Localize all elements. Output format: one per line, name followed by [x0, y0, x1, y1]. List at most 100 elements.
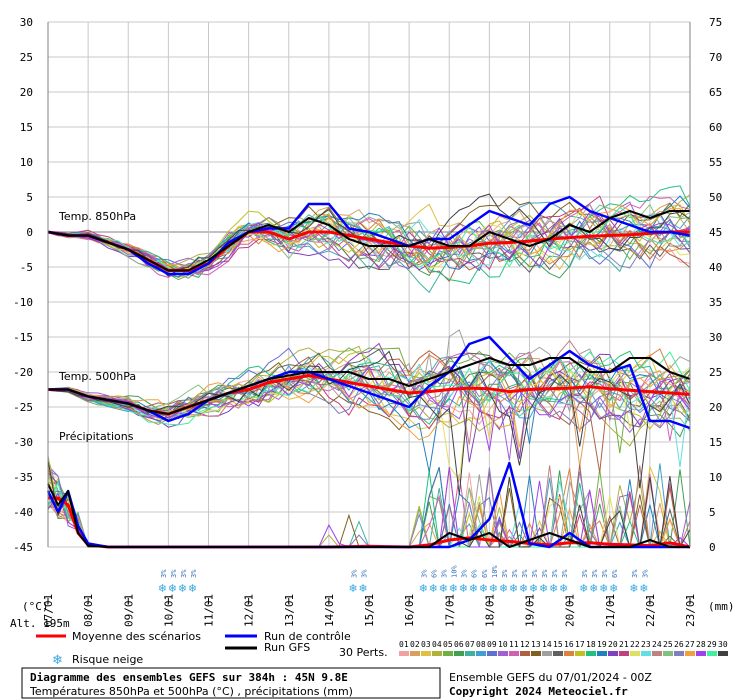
left-tick-label: -30	[13, 436, 33, 449]
snow-risk-pct: 3%	[581, 569, 589, 578]
right-tick-label: 70	[709, 51, 722, 64]
snow-risk-pct: 3%	[421, 569, 429, 578]
right-tick-label: 20	[709, 401, 722, 414]
pert-legend-swatch	[663, 651, 673, 656]
snow-risk-row: 3%❄3%❄3%❄3%❄3%❄3%❄3%❄6%❄3%❄10%❄3%❄6%❄6%❄…	[158, 565, 650, 595]
series-t850	[47, 210, 690, 272]
legend-mean-label: Moyenne des scénarios	[72, 630, 201, 643]
pert-legend-swatch	[520, 651, 530, 656]
pert-legend-number: 22	[630, 640, 640, 649]
pert-legend-number: 18	[586, 640, 596, 649]
left-tick-label: 25	[20, 51, 33, 64]
pert-legend-number: 25	[663, 640, 673, 649]
left-tick-label: -25	[13, 401, 33, 414]
title-box: Diagramme des ensembles GEFS sur 384h : …	[21, 667, 441, 699]
right-tick-label: 15	[709, 436, 722, 449]
pert-legend-swatch	[696, 651, 706, 656]
snow-risk-icon: ❄	[609, 582, 618, 595]
pert-legend-number: 07	[465, 640, 475, 649]
pert-legend-swatch	[553, 651, 563, 656]
snow-risk-icon: ❄	[519, 582, 528, 595]
section-label-precip: Précipitations	[59, 430, 134, 443]
snow-risk-pct: 3%	[551, 569, 559, 578]
legend-perts-label: 30 Perts.	[339, 646, 388, 659]
x-tick-label: 20/01	[564, 594, 577, 627]
perturbation-line	[47, 374, 691, 441]
legend-snow-label: Risque neige	[72, 653, 143, 666]
snow-risk-icon: ❄	[188, 582, 197, 595]
left-tick-label: -15	[13, 331, 33, 344]
pert-legend-swatch	[685, 651, 695, 656]
pert-legend-number: 08	[476, 640, 486, 649]
snow-risk-pct: 3%	[531, 569, 539, 578]
snow-risk-icon: ❄	[509, 582, 518, 595]
series-precip	[47, 483, 690, 548]
pert-legend-swatch	[718, 651, 728, 656]
pert-legend-number: 15	[553, 640, 563, 649]
pert-legend-swatch	[454, 651, 464, 656]
right-tick-label: 0	[709, 541, 716, 554]
left-tick-label: -5	[20, 261, 33, 274]
pert-legend-number: 05	[443, 640, 453, 649]
pert-legend-number: 17	[575, 640, 585, 649]
pert-legend-number: 11	[509, 640, 519, 649]
left-tick-label: 0	[26, 226, 33, 239]
pert-legend-number: 13	[531, 640, 541, 649]
pert-legend-number: 14	[542, 640, 552, 649]
snow-risk-icon: ❄	[158, 582, 167, 595]
pert-legend-swatch	[630, 651, 640, 656]
right-tick-label: 5	[709, 506, 716, 519]
snow-risk-pct: 6%	[431, 569, 439, 578]
main-series	[46, 195, 691, 549]
pert-legend-swatch	[399, 651, 409, 656]
pert-legend-number: 27	[685, 640, 695, 649]
pert-legend-swatch	[564, 651, 574, 656]
pert-legend-swatch	[487, 651, 497, 656]
snow-risk-icon: ❄	[178, 582, 187, 595]
perturbation-line	[47, 221, 691, 272]
pert-legend-swatch	[619, 651, 629, 656]
pert-legend-number: 04	[432, 640, 442, 649]
series-t500	[48, 335, 691, 430]
pert-legend-swatch	[421, 651, 431, 656]
snow-risk-pct: 3%	[561, 569, 569, 578]
x-tick-label: 12/01	[243, 594, 256, 627]
snow-risk-icon: ❄	[429, 582, 438, 595]
pert-legend-swatch	[575, 651, 585, 656]
pert-legend-swatch	[586, 651, 596, 656]
pert-legend-number: 06	[454, 640, 464, 649]
perturbation-line	[47, 348, 691, 425]
run-label: Ensemble GEFS du 07/01/2024 - 00Z	[449, 671, 652, 684]
pert-legend-number: 29	[707, 640, 717, 649]
pert-legend-swatch	[410, 651, 420, 656]
snow-risk-pct: 3%	[160, 569, 168, 578]
pert-legend-number: 01	[399, 640, 409, 649]
pert-legend-number: 26	[674, 640, 684, 649]
x-tick-label: 10/01	[162, 594, 175, 627]
copyright: Copyright 2024 Meteociel.fr	[449, 685, 628, 698]
legend-gfs-label: Run GFS	[264, 641, 310, 654]
left-tick-label: -10	[13, 296, 33, 309]
left-tick-label: 30	[20, 16, 33, 29]
pert-legend-number: 23	[641, 640, 651, 649]
snow-risk-pct: 3%	[541, 569, 549, 578]
pert-legend-swatch	[608, 651, 618, 656]
snow-risk-pct: 10%	[451, 565, 459, 578]
x-tick-label: 14/01	[323, 594, 336, 627]
pert-legend-swatch	[597, 651, 607, 656]
snow-risk-pct: 6%	[471, 569, 479, 578]
right-tick-label: 40	[709, 261, 722, 274]
right-tick-label: 75	[709, 16, 722, 29]
pert-legend-number: 02	[410, 640, 420, 649]
snow-risk-icon: ❄	[579, 582, 588, 595]
snow-risk-icon: ❄	[459, 582, 468, 595]
snowflake-icon: ❄	[52, 653, 63, 668]
pert-legend-swatch	[465, 651, 475, 656]
snow-risk-pct: 3%	[190, 569, 198, 578]
grid	[47, 21, 691, 548]
snow-risk-icon: ❄	[499, 582, 508, 595]
snow-risk-icon: ❄	[629, 582, 638, 595]
snow-risk-icon: ❄	[358, 582, 367, 595]
chart-subtitle: Températures 850hPa et 500hPa (°C) , pré…	[29, 685, 353, 698]
legend-control-label: Run de contrôle	[264, 630, 351, 643]
